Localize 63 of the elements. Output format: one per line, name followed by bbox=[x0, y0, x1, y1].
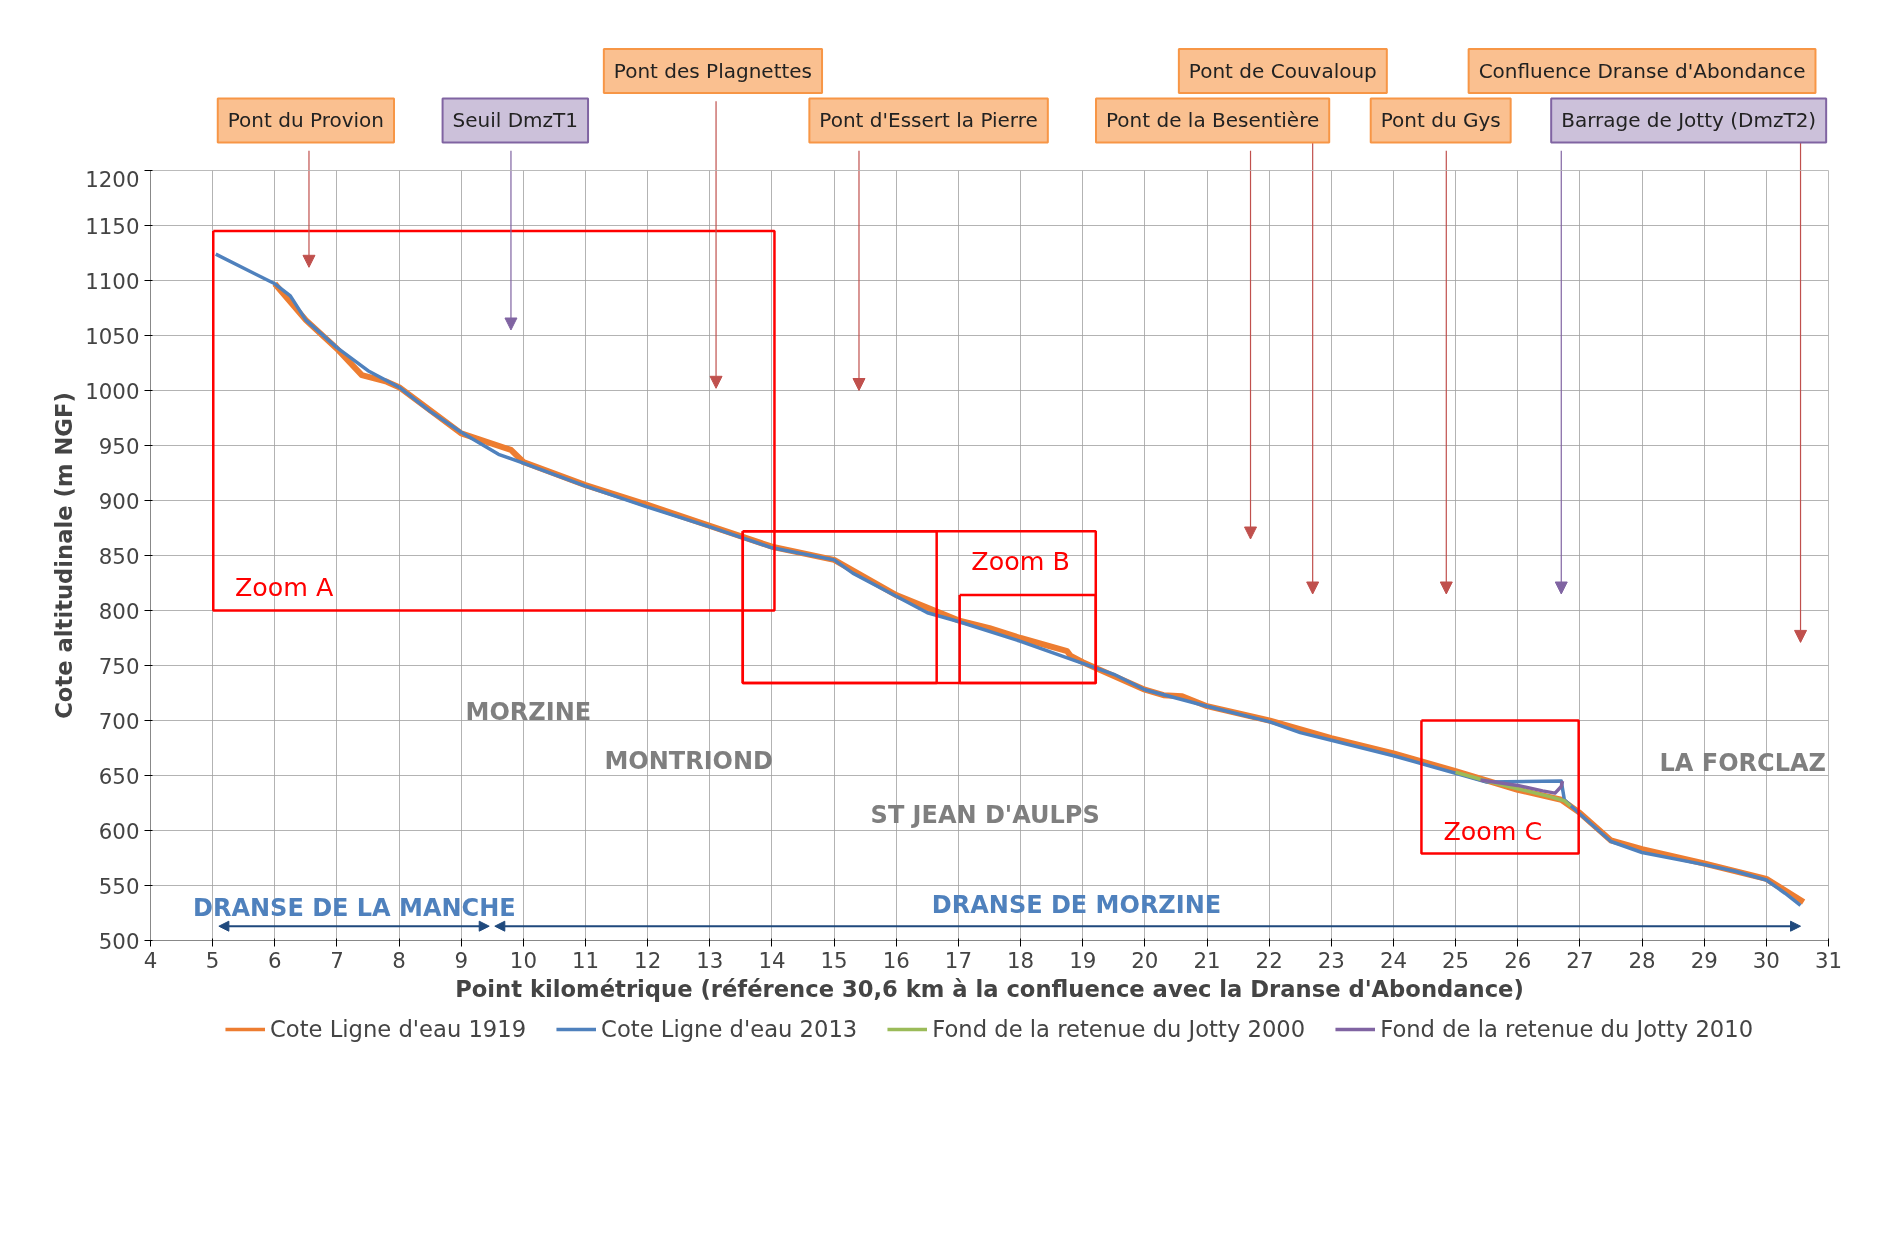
annotation: Zoom A bbox=[234, 572, 334, 603]
x-tick-label: 28 bbox=[1628, 947, 1656, 973]
x-axis-title: Point kilométrique (référence 30,6 km à la confluence avec la Dranse d'Abondance) bbox=[455, 975, 1524, 1002]
y-axis-title: Cote altitudinale (m NGF) bbox=[51, 392, 78, 719]
annotation: DRANSE DE LA MANCHE bbox=[193, 893, 516, 922]
text: Pont du Gys bbox=[1380, 108, 1501, 133]
y-tick-label: 950 bbox=[98, 433, 140, 459]
x-tick-label: 15 bbox=[820, 947, 848, 973]
y-tick-label: 550 bbox=[98, 873, 140, 899]
legend-label: Fond de la retenue du Jotty 2000 bbox=[932, 1016, 1306, 1042]
x-tick-label: 17 bbox=[944, 947, 972, 973]
text: Barrage de Jotty (DmzT2) bbox=[1561, 108, 1817, 133]
text: Seuil DmzT1 bbox=[452, 108, 579, 133]
x-tick-label: 24 bbox=[1379, 947, 1408, 973]
legend-label: Cote Ligne d'eau 2013 bbox=[601, 1016, 858, 1042]
y-tick-label: 1100 bbox=[85, 268, 140, 294]
y-tick-label: 750 bbox=[98, 653, 140, 679]
text: Pont de Couvaloup bbox=[1188, 58, 1377, 83]
legend-label: Cote Ligne d'eau 1919 bbox=[269, 1016, 527, 1042]
text: Pont de la Besentière bbox=[1106, 108, 1320, 133]
x-tick-label: 6 bbox=[268, 947, 282, 973]
y-tick-label: 600 bbox=[98, 818, 140, 844]
text: Pont du Provion bbox=[227, 108, 384, 133]
y-tick-label: 500 bbox=[98, 928, 140, 954]
x-tick-label: 18 bbox=[1007, 947, 1035, 973]
x-tick-label: 27 bbox=[1566, 947, 1594, 973]
y-tick-label: 1000 bbox=[85, 378, 140, 404]
text: Pont des Plagnettes bbox=[613, 58, 813, 83]
y-tick-label: 800 bbox=[98, 598, 140, 624]
x-tick-label: 29 bbox=[1690, 947, 1718, 973]
x-tick-label: 12 bbox=[634, 947, 662, 973]
x-tick-label: 22 bbox=[1255, 947, 1283, 973]
annotation: DRANSE DE MORZINE bbox=[931, 891, 1222, 920]
x-tick-label: 8 bbox=[392, 947, 406, 973]
x-tick-label: 9 bbox=[454, 947, 469, 973]
annotation: Zoom B bbox=[971, 546, 1070, 576]
y-tick-label: 900 bbox=[98, 488, 140, 514]
y-tick-label: 700 bbox=[98, 708, 140, 734]
y-tick-label: 1150 bbox=[85, 213, 140, 239]
x-tick-label: 26 bbox=[1504, 947, 1532, 973]
x-tick-label: 7 bbox=[330, 947, 344, 973]
x-tick-label: 5 bbox=[205, 947, 220, 973]
x-tick-label: 14 bbox=[758, 947, 786, 973]
x-tick-label: 30 bbox=[1752, 947, 1780, 973]
y-tick-label: 650 bbox=[98, 763, 140, 789]
y-tick-label: 1200 bbox=[85, 166, 140, 192]
y-tick-label: 850 bbox=[98, 543, 140, 569]
x-tick-label: 11 bbox=[571, 947, 600, 973]
x-tick-label: 25 bbox=[1442, 947, 1470, 973]
x-tick-label: 19 bbox=[1069, 947, 1097, 973]
text: Pont d'Essert la Pierre bbox=[819, 108, 1038, 133]
x-tick-label: 4 bbox=[143, 947, 158, 973]
x-tick-label: 20 bbox=[1131, 947, 1159, 973]
x-tick-label: 23 bbox=[1317, 947, 1345, 973]
x-tick-label: 31 bbox=[1814, 947, 1843, 973]
annotation: Zoom C bbox=[1443, 815, 1543, 846]
text: Confluence Dranse d'Abondance bbox=[1478, 58, 1806, 83]
legend-label: Fond de la retenue du Jotty 2010 bbox=[1380, 1016, 1754, 1042]
x-tick-label: 10 bbox=[509, 947, 537, 973]
x-tick-label: 16 bbox=[882, 947, 910, 973]
x-tick-label: 13 bbox=[696, 947, 724, 973]
y-tick-label: 1050 bbox=[85, 323, 140, 349]
x-tick-label: 21 bbox=[1193, 947, 1221, 973]
